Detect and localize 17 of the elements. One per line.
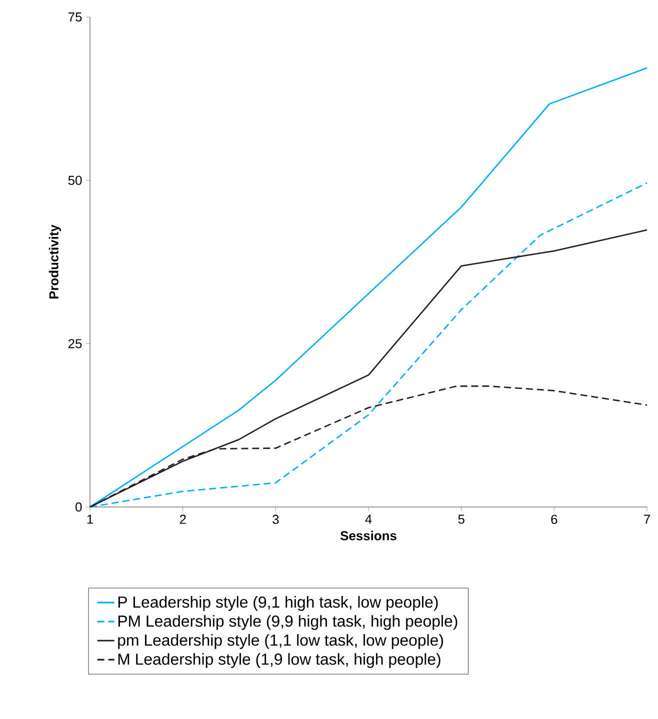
legend-label: PM Leadership style (9,9 high task, high people): [118, 615, 458, 630]
x-tick-label: 4: [365, 514, 372, 524]
x-tick-label: 5: [458, 514, 464, 524]
y-tick-label: 75: [68, 12, 82, 22]
legend-label: M Leadership style (1,9 low task, high people): [118, 653, 440, 668]
x-tick-label: 6: [551, 514, 558, 524]
y-tick-label: 50: [68, 176, 82, 185]
x-tick-label: 7: [644, 514, 650, 524]
x-tick-label: 3: [272, 514, 279, 524]
legend-label: P Leadership style (9,1 high task, low people): [118, 596, 438, 611]
y-tick-label: 0: [76, 502, 82, 512]
y-axis-title: Productivity: [48, 224, 61, 299]
x-tick-label: 1: [87, 514, 93, 524]
legend-label: pm Leadership style (1,1 low task, low people): [118, 634, 443, 649]
x-tick-label: 2: [180, 514, 186, 524]
y-tick-label: 25: [68, 339, 82, 348]
x-axis-title: Sessions: [340, 530, 396, 540]
